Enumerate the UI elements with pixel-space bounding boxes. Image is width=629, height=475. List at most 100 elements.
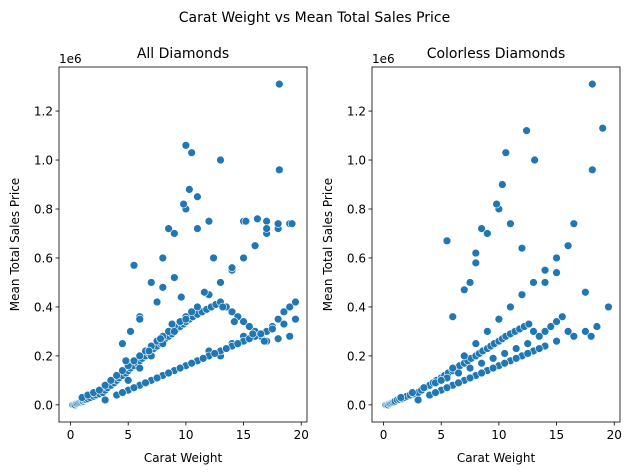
scatter-point [177,292,186,302]
x-tick-label: 0 [67,428,75,442]
scatter-point [511,354,521,363]
scatter-point [256,329,266,339]
scatter-point [230,317,239,326]
scatter-point [522,126,531,135]
scatter-point [506,219,515,228]
scatter-point [524,319,534,329]
scatter-point [285,302,294,312]
scatter-point [245,322,254,331]
scatter-point [408,388,417,397]
scatter-point [558,312,567,321]
scatter-point [529,327,538,336]
scatter-point [588,79,597,89]
scatter-point [216,278,225,287]
scatter-point [540,266,550,275]
scatter-point [187,148,196,157]
scatter-point [494,314,504,324]
y-tick-label: 0.6 [347,251,366,265]
scatter-point [164,224,173,233]
scatter-point [218,302,228,312]
scatter-point [569,332,579,341]
scatter-point [198,354,208,363]
x-tick-label: 15 [549,428,564,442]
scatter-point [204,217,214,226]
scatter-point [492,199,501,209]
scatter-point [118,339,127,348]
scatter-point [279,307,289,317]
y-tick-label: 1.2 [34,105,53,119]
scatter-point [471,339,481,348]
scatter-point [581,327,590,336]
scatter-point [222,344,231,353]
scatter-point [273,219,283,228]
scatter-point [396,393,406,402]
scatter-point [535,332,544,341]
scatter-point [279,319,289,329]
x-tick-label: 5 [124,428,132,442]
scatter-point [291,314,300,324]
scatter-point [465,363,475,373]
scatter-point [158,283,168,292]
scatter-point [118,366,127,375]
scatter-point [523,349,532,358]
scatter-point [471,248,481,258]
scatter-point [210,349,219,358]
scatter-point [552,317,561,326]
scatter-point [535,344,544,353]
scatter-point [517,243,527,253]
scatter-point [126,327,135,336]
scatter-point [135,351,144,361]
y-tick-label: 0.6 [34,251,53,265]
scatter-point [581,288,590,297]
x-axis-label: Carat Weight [144,451,223,465]
scatter-point [106,376,116,385]
y-offset-label: 1e6 [59,52,82,66]
scatter-point [129,261,139,270]
scatter-point [501,148,510,157]
x-axis-label: Carat Weight [457,451,536,465]
y-tick-label: 0.8 [34,203,53,217]
scatter-point [287,219,297,228]
scatter-point [187,359,196,368]
x-tick-label: 20 [294,428,309,442]
scatter-point [275,165,284,175]
scatter-point [460,351,469,361]
scatter-point [129,383,139,392]
scatter-point [193,224,202,233]
scatter-point [460,285,469,294]
scatter-point [185,185,194,194]
scatter-point [465,373,475,383]
scatter-point [552,253,561,263]
scatter-point [239,253,248,263]
x-tick-label: 15 [236,428,251,442]
scatter-point [248,329,257,339]
scatter-point [193,302,202,312]
scatter-point [471,258,481,268]
scatter-point [448,363,457,373]
scatter-point [552,337,561,346]
scatter-point [529,278,538,287]
scatter-point [179,199,188,209]
scatter-point [413,395,423,405]
scatter-point [488,363,498,373]
scatter-point [147,278,156,287]
scatter-point [431,388,440,397]
scatter-point [170,229,179,238]
scatter-point [216,155,225,165]
y-axis-label: Mean Total Sales Price [321,178,335,311]
scatter-point [285,332,294,341]
scatter-point [540,278,550,287]
x-tick-label: 0 [380,428,388,442]
scatter-point [268,324,277,334]
scatter-point [552,268,561,277]
scatter-point [260,337,269,346]
y-tick-label: 0.8 [347,203,366,217]
axes-title: Colorless Diamonds [427,46,566,62]
scatter-point [253,214,262,223]
scatter-point [465,278,475,287]
scatter-point [152,373,162,383]
scatter-point [488,354,498,363]
scatter-point [563,327,573,336]
scatter-point [523,339,532,348]
scatter-point [170,327,179,336]
